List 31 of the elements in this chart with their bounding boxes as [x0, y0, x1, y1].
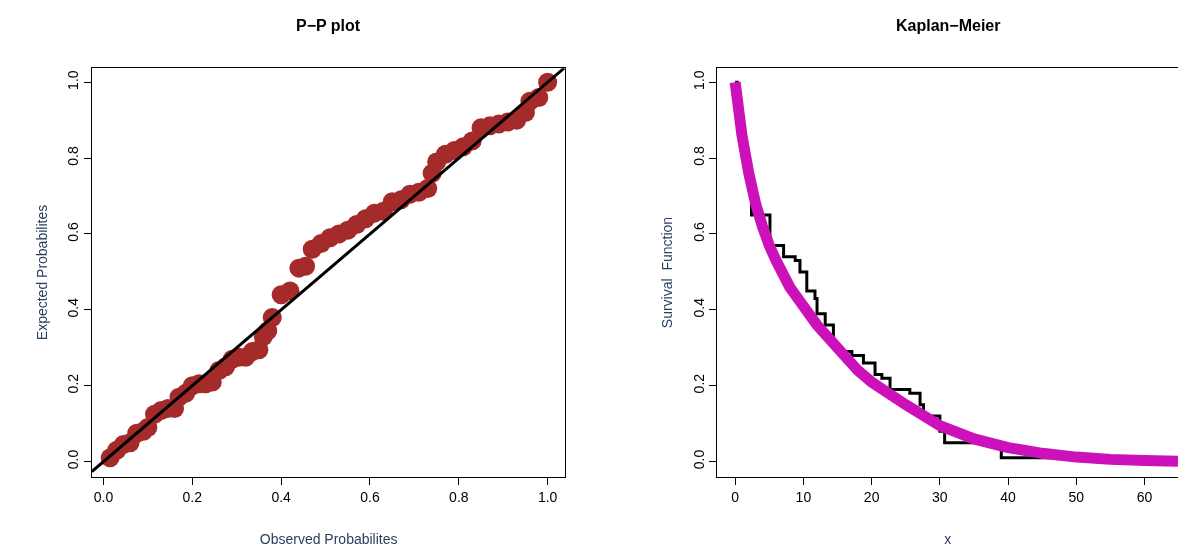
chart-title: P−P plot [296, 17, 361, 34]
x-tick-label: 0.4 [271, 488, 292, 505]
y-tick-label: 1.0 [690, 70, 707, 90]
x-tick-label: 50 [1068, 488, 1085, 505]
y-axis-title: Expected Probabilites [33, 204, 50, 341]
y-tick-label: 0.8 [690, 146, 707, 166]
x-tick-label: 0.8 [449, 488, 469, 505]
y-tick-label: 1.0 [65, 70, 82, 90]
y-tick-label: 0.4 [65, 297, 82, 318]
x-axis-title: Observed Probabilites [259, 530, 398, 547]
y-tick-label: 0.2 [690, 373, 707, 394]
x-tick-label: 30 [932, 488, 948, 505]
x-tick-label: 10 [795, 488, 812, 505]
y-tick-label: 0.6 [65, 221, 82, 242]
y-tick-label: 0.0 [65, 449, 82, 470]
x-tick-label: 0 [731, 488, 740, 505]
x-axis-title: x [944, 530, 952, 547]
y-tick-label: 0.4 [690, 297, 707, 318]
chart-title: Kaplan−Meier [896, 17, 1001, 34]
y-tick-label: 0.0 [690, 449, 707, 470]
x-tick-label: 60 [1136, 488, 1153, 505]
x-tick-label: 0.2 [182, 488, 203, 505]
x-tick-label: 20 [863, 488, 880, 505]
y-axis-title: Survival Function [659, 216, 676, 329]
x-tick-label: 40 [1000, 488, 1017, 505]
x-tick-label: 0.6 [360, 488, 380, 505]
y-tick-label: 0.6 [690, 221, 707, 242]
y-tick-label: 0.2 [65, 373, 82, 394]
x-tick-label: 1.0 [537, 488, 558, 505]
x-tick-label: 0.0 [93, 488, 114, 505]
y-tick-label: 0.8 [65, 146, 82, 166]
